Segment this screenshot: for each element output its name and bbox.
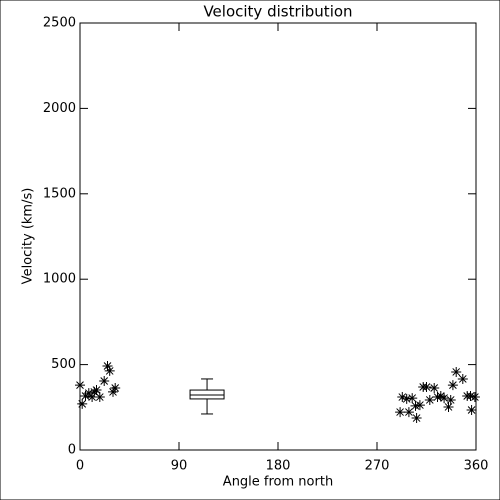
point bbox=[435, 391, 446, 402]
point bbox=[429, 383, 440, 393]
chart-title: Velocity distribution bbox=[203, 3, 352, 21]
point bbox=[407, 393, 418, 404]
y-tick-label: 2500 bbox=[43, 16, 76, 31]
y-tick-label: 500 bbox=[51, 357, 76, 372]
point bbox=[424, 394, 435, 405]
y-tick-label: 1000 bbox=[43, 272, 76, 287]
y-tick-label: 0 bbox=[68, 443, 76, 458]
box bbox=[189, 389, 225, 400]
point bbox=[421, 381, 432, 392]
point bbox=[414, 400, 425, 411]
point bbox=[445, 394, 456, 405]
point bbox=[397, 392, 408, 403]
point bbox=[466, 405, 477, 416]
x-axis-label: Angle from north bbox=[223, 475, 333, 490]
point bbox=[403, 407, 414, 418]
point bbox=[94, 392, 105, 403]
point bbox=[75, 380, 85, 391]
point bbox=[91, 385, 102, 396]
point bbox=[108, 386, 118, 397]
point bbox=[110, 383, 121, 393]
point bbox=[411, 413, 422, 424]
point bbox=[77, 398, 88, 409]
y-tick-label: 1500 bbox=[43, 186, 76, 201]
x-tick-label: 90 bbox=[171, 459, 188, 474]
point bbox=[465, 391, 476, 402]
point bbox=[83, 388, 94, 399]
y-tick-label: 2000 bbox=[43, 101, 76, 116]
point bbox=[401, 393, 412, 404]
point bbox=[410, 400, 421, 411]
x-tick-label: 0 bbox=[76, 459, 84, 474]
point bbox=[395, 407, 406, 418]
point bbox=[99, 375, 110, 386]
point bbox=[439, 393, 450, 404]
point bbox=[451, 366, 462, 377]
x-tick-label: 360 bbox=[464, 459, 489, 474]
point bbox=[469, 392, 480, 403]
x-tick-label: 180 bbox=[266, 459, 291, 474]
point bbox=[104, 365, 115, 376]
point bbox=[432, 392, 443, 403]
point bbox=[87, 392, 98, 403]
point bbox=[443, 401, 454, 412]
x-tick-label: 270 bbox=[365, 459, 390, 474]
point bbox=[447, 380, 458, 391]
point bbox=[457, 373, 468, 384]
point bbox=[102, 360, 113, 371]
y-axis-label: Velocity (km/s) bbox=[21, 188, 36, 285]
